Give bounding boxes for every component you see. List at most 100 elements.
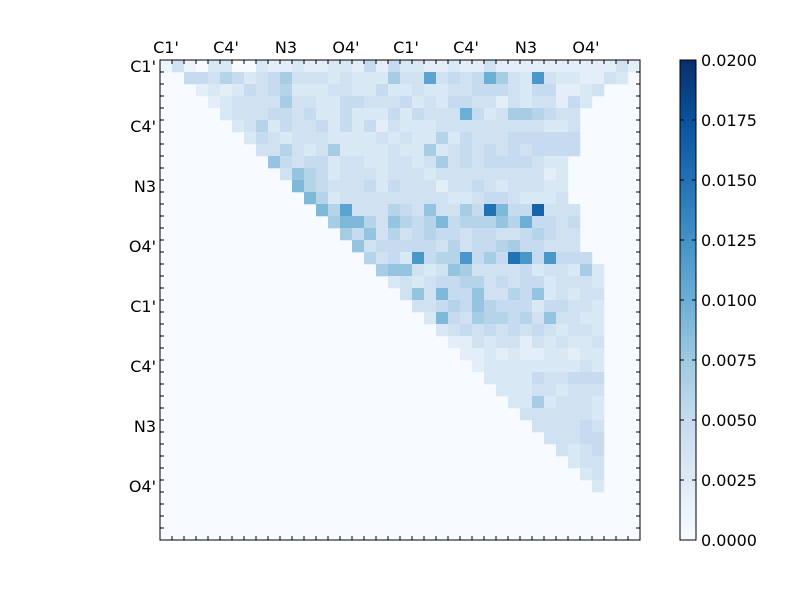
heatmap-cell bbox=[412, 204, 425, 217]
heatmap-cell bbox=[592, 348, 605, 361]
heatmap-cell bbox=[340, 228, 353, 241]
heatmap-cell bbox=[280, 132, 293, 145]
heatmap-cell bbox=[340, 192, 353, 205]
heatmap-cell bbox=[352, 60, 365, 73]
heatmap-cell bbox=[340, 180, 353, 193]
heatmap-cell bbox=[256, 132, 269, 145]
heatmap-cell bbox=[196, 60, 209, 73]
heatmap-cell bbox=[556, 396, 569, 409]
heatmap-cell bbox=[280, 84, 293, 97]
heatmap-cell bbox=[364, 228, 377, 241]
heatmap-cell bbox=[316, 156, 329, 169]
heatmap-cell bbox=[280, 108, 293, 121]
heatmap-cell bbox=[220, 84, 233, 97]
heatmap-cell bbox=[532, 288, 545, 301]
heatmap-cell bbox=[412, 216, 425, 229]
heatmap-cell bbox=[460, 348, 473, 361]
heatmap-cell bbox=[268, 144, 281, 157]
heatmap-cell bbox=[460, 96, 473, 109]
heatmap-cell bbox=[580, 60, 593, 73]
heatmap-cell bbox=[280, 96, 293, 109]
heatmap-cell bbox=[328, 156, 341, 169]
heatmap-cell bbox=[292, 144, 305, 157]
heatmap-cell bbox=[412, 120, 425, 133]
heatmap-cell bbox=[436, 216, 449, 229]
heatmap-cell bbox=[328, 132, 341, 145]
heatmap-cell bbox=[568, 288, 581, 301]
y-tick-label: N3 bbox=[134, 177, 156, 196]
heatmap-cell bbox=[424, 108, 437, 121]
heatmap-cell bbox=[400, 168, 413, 181]
heatmap-cell bbox=[556, 432, 569, 445]
heatmap-cell bbox=[352, 72, 365, 85]
heatmap-cell bbox=[532, 72, 545, 85]
heatmap-cell bbox=[568, 408, 581, 421]
heatmap-cell bbox=[532, 144, 545, 157]
x-tick-label: C1' bbox=[393, 38, 419, 57]
heatmap-cell bbox=[376, 120, 389, 133]
heatmap-cell bbox=[256, 84, 269, 97]
heatmap-cell bbox=[556, 276, 569, 289]
heatmap-cell bbox=[556, 228, 569, 241]
heatmap-cell bbox=[412, 252, 425, 265]
heatmap-cell bbox=[508, 216, 521, 229]
heatmap-cell bbox=[532, 312, 545, 325]
heatmap-cell bbox=[520, 264, 533, 277]
heatmap-cell bbox=[592, 264, 605, 277]
heatmap-cell bbox=[472, 168, 485, 181]
heatmap-cell bbox=[532, 300, 545, 313]
heatmap-cell bbox=[532, 420, 545, 433]
heatmap-cell bbox=[532, 384, 545, 397]
heatmap-cell bbox=[508, 312, 521, 325]
heatmap-cell bbox=[496, 312, 509, 325]
heatmap-cell bbox=[232, 60, 245, 73]
heatmap-cell bbox=[556, 120, 569, 133]
heatmap-cell bbox=[400, 156, 413, 169]
heatmap-cell bbox=[340, 84, 353, 97]
heatmap-cell bbox=[592, 480, 605, 493]
heatmap-cell bbox=[376, 132, 389, 145]
heatmap-cell bbox=[484, 192, 497, 205]
heatmap-cell bbox=[388, 156, 401, 169]
heatmap-cell bbox=[436, 144, 449, 157]
heatmap-cell bbox=[580, 360, 593, 373]
heatmap-cell bbox=[580, 300, 593, 313]
heatmap-cell bbox=[544, 168, 557, 181]
heatmap-cell bbox=[484, 132, 497, 145]
heatmap-cell bbox=[268, 60, 281, 73]
heatmap-cell bbox=[592, 444, 605, 457]
heatmap-cell bbox=[304, 60, 317, 73]
heatmap-cell bbox=[280, 156, 293, 169]
heatmap-cell bbox=[508, 228, 521, 241]
heatmap-cell bbox=[364, 96, 377, 109]
heatmap-cell bbox=[568, 384, 581, 397]
heatmap-cell bbox=[448, 276, 461, 289]
heatmap-cell bbox=[544, 348, 557, 361]
heatmap-cell bbox=[424, 156, 437, 169]
heatmap-cell bbox=[340, 96, 353, 109]
heatmap-cell bbox=[448, 312, 461, 325]
heatmap-cell bbox=[568, 228, 581, 241]
heatmap-cell bbox=[580, 408, 593, 421]
heatmap-cell bbox=[544, 264, 557, 277]
heatmap-cell bbox=[424, 276, 437, 289]
heatmap-cell bbox=[328, 216, 341, 229]
heatmap-cell bbox=[484, 360, 497, 373]
heatmap-cell bbox=[220, 108, 233, 121]
heatmap-cell bbox=[556, 324, 569, 337]
heatmap-cell bbox=[472, 324, 485, 337]
heatmap-cell bbox=[460, 228, 473, 241]
heatmap-cell bbox=[460, 108, 473, 121]
heatmap-cell bbox=[388, 120, 401, 133]
heatmap-cell bbox=[304, 180, 317, 193]
heatmap-cell bbox=[484, 264, 497, 277]
heatmap-cell bbox=[376, 216, 389, 229]
heatmap-cell bbox=[544, 396, 557, 409]
heatmap-cell bbox=[232, 120, 245, 133]
heatmap-cell bbox=[172, 60, 185, 73]
heatmap-cell bbox=[400, 60, 413, 73]
heatmap-cell bbox=[544, 120, 557, 133]
heatmap-cell bbox=[592, 336, 605, 349]
heatmap-cell bbox=[508, 84, 521, 97]
heatmap-cell bbox=[532, 192, 545, 205]
